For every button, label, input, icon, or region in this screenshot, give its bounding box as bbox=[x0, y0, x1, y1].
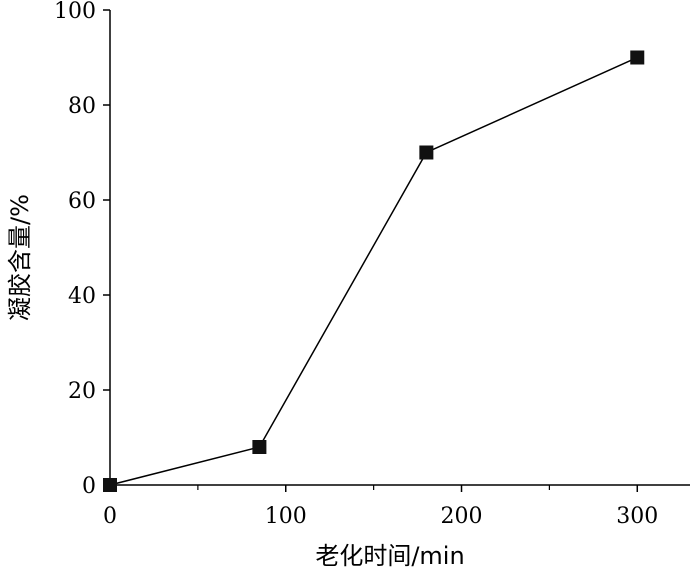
y-tick-label-0: 0 bbox=[82, 474, 96, 499]
y-tick-label-60: 60 bbox=[68, 189, 96, 214]
x-ticks: 0 100 200 300 bbox=[103, 485, 658, 529]
x-tick-label-0: 0 bbox=[103, 504, 117, 529]
y-tick-label-80: 80 bbox=[68, 94, 96, 119]
y-tick-label-40: 40 bbox=[68, 284, 96, 309]
x-axis-title: 老化时间/min bbox=[315, 542, 464, 570]
y-tick-label-100: 100 bbox=[54, 0, 96, 24]
x-tick-label-200: 200 bbox=[441, 504, 483, 529]
axes bbox=[109, 10, 690, 486]
x-tick-label-300: 300 bbox=[616, 504, 658, 529]
y-axis-title: 凝胶含量/% bbox=[6, 194, 34, 321]
series-line-0 bbox=[109, 56, 638, 486]
x-tick-label-100: 100 bbox=[265, 504, 307, 529]
y-tick-label-20: 20 bbox=[68, 379, 96, 404]
data-point-0-1 bbox=[252, 440, 267, 454]
y-ticks: 0 20 40 60 80 100 bbox=[54, 0, 110, 499]
data-point-0-3 bbox=[630, 50, 645, 65]
data-point-0-2 bbox=[419, 145, 434, 160]
series-layer bbox=[103, 50, 645, 492]
data-point-0-0 bbox=[103, 478, 117, 492]
